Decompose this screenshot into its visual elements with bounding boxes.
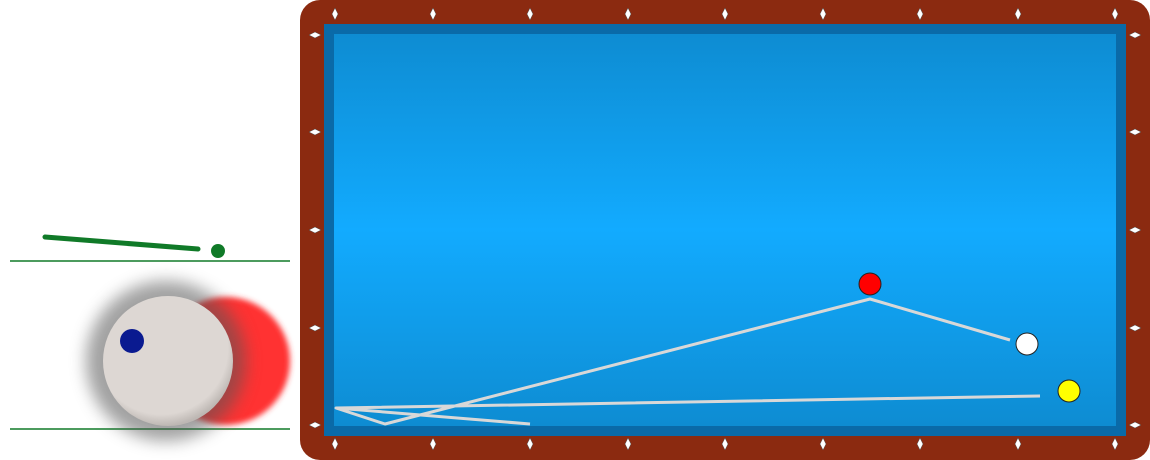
diamond-column — [1128, 31, 1142, 429]
diamonds — [308, 7, 1142, 451]
shot-path — [335, 406, 531, 426]
cue-stick — [42, 234, 201, 252]
shot-panel[interactable] — [10, 234, 290, 441]
diamond-row — [331, 7, 1119, 21]
yellow-ball — [1057, 379, 1081, 403]
red-ball — [858, 272, 882, 296]
diamond-column — [308, 31, 322, 429]
spin-ball[interactable] — [103, 296, 233, 426]
spin-point[interactable] — [120, 329, 144, 353]
table — [300, 0, 1150, 460]
felt[interactable] — [334, 34, 1116, 426]
cue-tip — [211, 244, 225, 258]
cue-ball[interactable] — [1015, 332, 1039, 356]
shot-path — [334, 297, 1041, 426]
diamond-row — [331, 437, 1119, 451]
